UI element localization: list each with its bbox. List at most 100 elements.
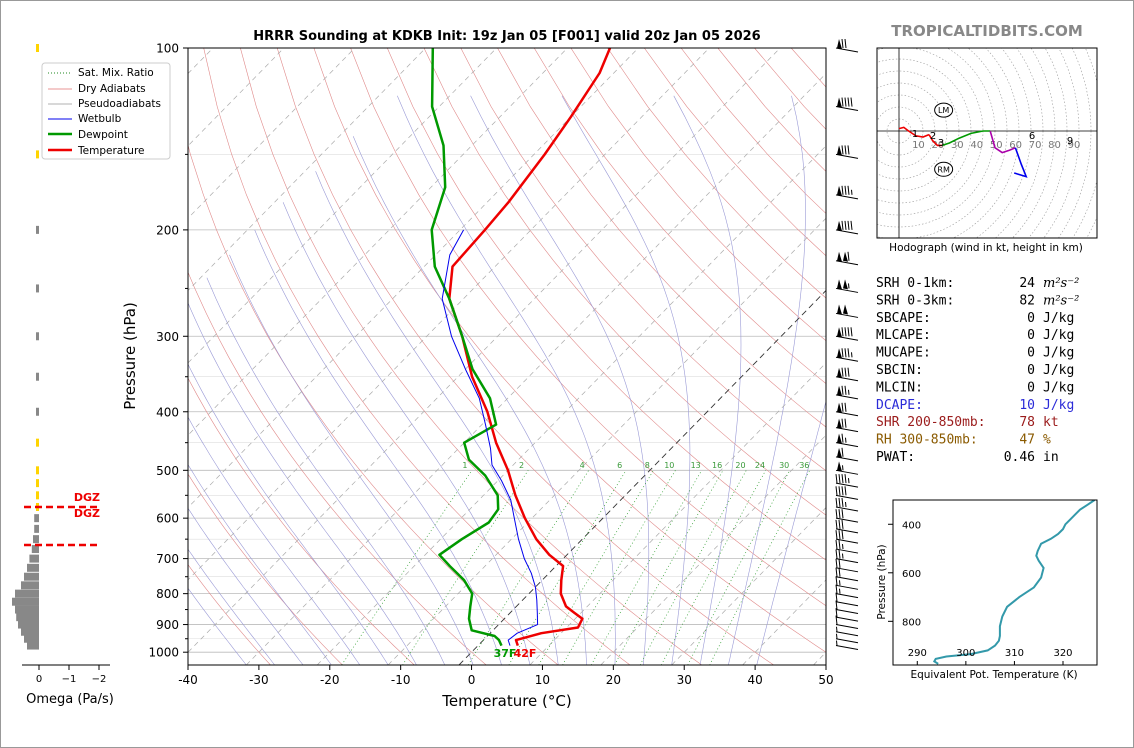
brand-watermark: TROPICALTIDBITS.COM (891, 22, 1083, 40)
moist-adiabat (188, 587, 247, 665)
skewt-xtick-label: 20 (606, 673, 621, 687)
index-unit: J/kg (1043, 328, 1074, 343)
omega-bar (15, 589, 39, 598)
wind-barb-flag (835, 474, 838, 484)
wind-barb (835, 348, 859, 362)
wind-barb-flag (838, 519, 841, 529)
indices-table: SRH 0-1km: 24 m²s⁻² SRH 0-3km: 82 m²s⁻² SBCAPE… (876, 276, 1079, 465)
wind-barb-staff (835, 456, 859, 462)
wind-barb-staff (835, 427, 859, 433)
mixing-ratio-label: 30 (779, 461, 789, 470)
omega-xlabel: Omega (Pa/s) (26, 692, 114, 707)
moist-adiabat (229, 254, 474, 665)
theta-e-ylabel: Pressure (hPa) (876, 544, 888, 619)
wind-barb (835, 185, 859, 200)
index-value: 24 (1019, 276, 1035, 291)
wind-barb (835, 97, 859, 112)
moist-adiabat (188, 416, 361, 665)
wind-barb (835, 145, 859, 159)
wind-barb-pennant (837, 327, 842, 338)
wind-barb-flag (838, 558, 841, 568)
skewt-panel: 1 2 4 6 8 10 13 16 20 24 30 36 -40 -30 -20 -10 0 10 20 30 4… (41, 38, 859, 710)
wind-barb-staff (835, 567, 859, 573)
wind-barb (835, 327, 859, 341)
wind-barb-flag (838, 540, 841, 550)
legend-item-temperature: Temperature (77, 145, 145, 157)
wind-barb-flag (841, 402, 844, 412)
mixing-ratio-line (402, 470, 529, 665)
wind-barb-flag (844, 145, 847, 155)
theta-e-panel: 290 300 310 320 400 600 800 Equivalent Pot. Te… (876, 499, 1098, 681)
skewt-axes: -40 -30 -20 -10 0 10 20 30 40 50 100 200 300 400 500 60… (148, 42, 833, 688)
skewt-xtick-label: 0 (468, 673, 476, 687)
wind-barb-flag (841, 385, 844, 395)
wind-barb-staff (835, 645, 859, 651)
moist-adiabat (315, 171, 559, 665)
wind-barb-staff (835, 260, 859, 266)
wind-barb-flag (835, 576, 838, 586)
wind-barb-staff (835, 624, 859, 630)
wind-barb (835, 418, 859, 433)
mixing-ratio-label: 10 (664, 461, 674, 470)
wind-barb-staff (835, 609, 859, 615)
wind-barb-flag (838, 509, 841, 519)
wind-barb-pennant (837, 97, 842, 108)
moist-adiabat (188, 302, 417, 665)
dry-adiabat (497, 48, 826, 428)
wind-barb (835, 549, 859, 564)
wind-barb-staff (835, 506, 859, 512)
dry-adiabat (533, 48, 826, 384)
skewt-xtick-label: 50 (818, 673, 833, 687)
dgz-label-top: DGZ (74, 491, 100, 504)
dry-adiabat (203, 48, 631, 665)
wind-barb-half (845, 501, 847, 508)
wind-barb (835, 251, 859, 266)
hodograph-trace (1013, 147, 1028, 178)
dry-adiabat (387, 48, 826, 561)
wind-barb-flag (847, 327, 850, 337)
wind-barb (835, 615, 859, 630)
index-unit: % (1043, 433, 1051, 448)
hodograph-trace (928, 134, 943, 147)
index-unit: J/kg (1043, 311, 1074, 326)
wind-barb-pennant (837, 433, 842, 444)
index-name: SRH 0-3km: (876, 293, 954, 308)
wind-barb-flag (838, 474, 841, 484)
wind-barb-staff (835, 494, 859, 500)
skewt-xtick-label: 30 (677, 673, 692, 687)
wind-barb-pennant (837, 185, 842, 196)
mixing-ratio-line (467, 470, 589, 665)
wind-barb (835, 447, 859, 462)
wind-barb-staff (835, 106, 859, 112)
wind-barb-flag (844, 38, 847, 49)
index-value: 82 (1019, 293, 1035, 308)
wind-barb (835, 474, 859, 488)
skewt-xtick-label: -20 (320, 673, 340, 687)
wind-barb (835, 461, 859, 475)
wind-barb-half (848, 478, 850, 484)
skewt-ytick-label: 1000 (148, 646, 179, 660)
wind-barb-flag (841, 327, 844, 337)
wind-barb-flag (838, 497, 841, 508)
omega-bar (18, 620, 39, 629)
dry-adiabat (423, 48, 826, 516)
theta-e-xtick-label: 310 (1005, 648, 1024, 659)
wind-barb-staff (835, 411, 859, 417)
omega-tick-label-2: −2 (92, 674, 107, 685)
wind-barb-flag (841, 447, 844, 457)
wind-barb (835, 558, 859, 573)
legend-item-wetbulb: Wetbulb (78, 113, 122, 125)
index-value: 0.46 (1004, 450, 1035, 465)
wind-barb-flag (835, 592, 838, 602)
omega-bar (36, 225, 39, 234)
index-name: MLCIN: (876, 380, 923, 395)
omega-bar (34, 514, 39, 523)
hodograph-trace (941, 130, 991, 147)
omega-bar (36, 284, 39, 293)
profile-line-temperature (448, 48, 612, 646)
wind-barb-flag (841, 145, 844, 155)
dry-adiabat (607, 48, 826, 299)
wind-barb-flag (847, 367, 850, 377)
moist-adiabat (470, 95, 650, 665)
dry-adiabat (188, 271, 487, 665)
